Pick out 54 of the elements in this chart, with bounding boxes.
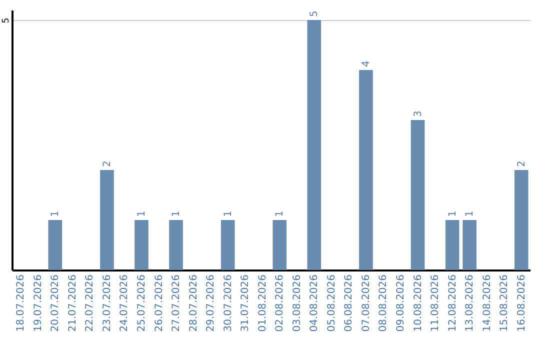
x-tick-label: 24.07.2026 [119, 274, 130, 332]
bar [220, 220, 235, 270]
x-tick-label: 22.07.2026 [84, 274, 96, 332]
x-tick-label: 29.07.2026 [206, 274, 217, 332]
x-tick-label: 21.07.2026 [67, 274, 78, 332]
x-tick-label: 28.07.2026 [188, 274, 200, 332]
x-tick-label: 15.08.2026 [499, 274, 510, 332]
data-label: 1 [447, 210, 458, 217]
x-tick-label: 31.07.2026 [240, 274, 252, 332]
x-tick-label: 08.08.2026 [378, 274, 390, 332]
bar [445, 220, 460, 270]
x-tick-label: 03.08.2026 [292, 274, 303, 332]
data-label: 1 [274, 210, 286, 217]
data-label: 1 [222, 210, 234, 217]
x-tick-label: 19.07.2026 [32, 274, 44, 332]
x-tick-label: 11.08.2026 [430, 274, 442, 332]
x-tick-label: 02.08.2026 [274, 274, 286, 332]
bar [134, 220, 148, 270]
data-label: 1 [136, 210, 148, 217]
x-tick-label: 26.07.2026 [154, 274, 165, 332]
x-tick-label: 04.08.2026 [309, 274, 320, 332]
data-label: 1 [464, 210, 476, 217]
x-tick-label: 05.08.2026 [326, 274, 338, 332]
x-tick-label: 18.07.2026 [16, 274, 27, 332]
bar [359, 70, 373, 270]
x-tick-label: 06.08.2026 [344, 274, 355, 332]
data-label: 1 [171, 210, 182, 217]
data-label: 4 [360, 60, 372, 67]
x-tick-label: 16.08.2026 [516, 274, 528, 332]
x-tick-label: 01.08.2026 [257, 274, 268, 332]
bar [169, 220, 183, 270]
bar [307, 20, 322, 270]
data-label: 1 [50, 210, 62, 217]
x-tick-label: 09.08.2026 [396, 274, 406, 332]
x-tick-label: 07.08.2026 [360, 274, 372, 332]
bar [462, 220, 476, 270]
bar [48, 220, 62, 270]
x-tick-label: 27.07.2026 [171, 274, 182, 332]
x-tick-label: 25.07.2026 [136, 274, 148, 332]
data-label: 2 [516, 160, 528, 167]
bar [100, 170, 114, 270]
x-tick-label: 23.07.2026 [102, 274, 113, 332]
data-label: 3 [412, 110, 424, 117]
x-tick-label: 13.08.2026 [464, 274, 476, 332]
x-tick-label: 10.08.2026 [412, 274, 424, 332]
data-label: 2 [102, 160, 113, 167]
bar [514, 170, 528, 270]
data-label: 5 [309, 10, 320, 17]
x-tick-label: 20.07.2026 [50, 274, 62, 332]
x-tick-label: 14.08.2026 [482, 274, 493, 332]
bar [410, 120, 425, 270]
bar [272, 220, 287, 270]
x-tick-label: 12.08.2026 [447, 274, 458, 332]
x-tick-label: 30.07.2026 [222, 274, 234, 332]
